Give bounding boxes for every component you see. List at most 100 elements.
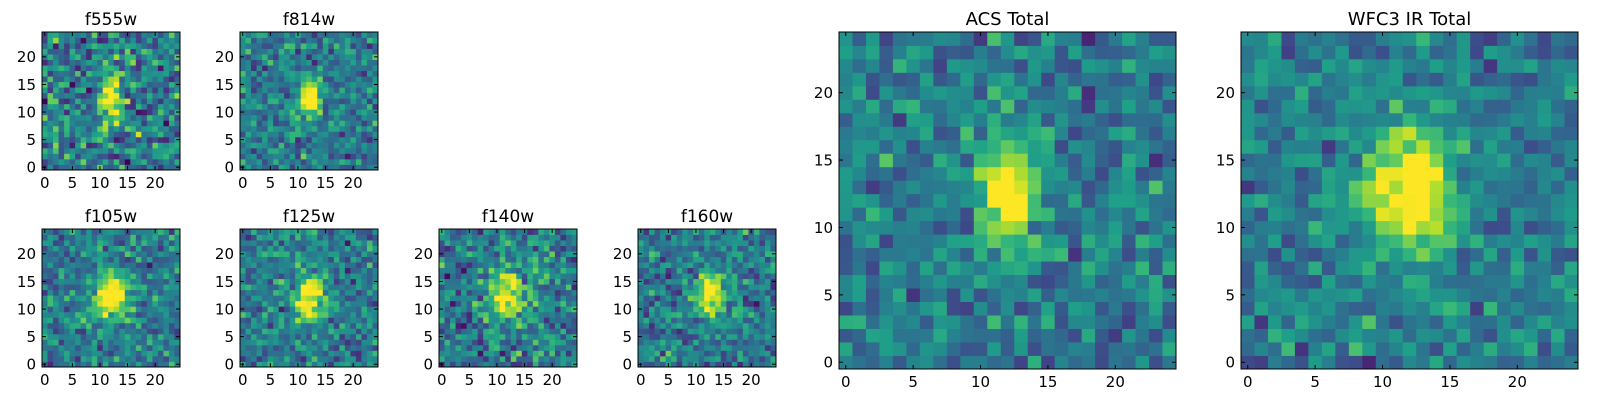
heatmap-cell	[704, 240, 711, 246]
heatmap-cell	[1135, 180, 1150, 195]
heatmap-cell	[1014, 45, 1029, 60]
heatmap-cell	[1564, 274, 1579, 289]
heatmap-cell	[1497, 180, 1511, 195]
heatmap-cell	[742, 311, 749, 318]
heatmap-cell	[1135, 126, 1150, 141]
heatmap-cell	[86, 317, 93, 324]
heatmap-cell	[168, 70, 175, 77]
heatmap-cell	[516, 256, 523, 263]
heatmap-cell	[879, 328, 894, 343]
heatmap-cell	[262, 344, 268, 351]
heatmap-cell	[69, 125, 76, 132]
heatmap-cell	[273, 125, 280, 132]
heatmap-cell	[108, 59, 115, 66]
heatmap-cell	[1149, 207, 1163, 222]
heatmap-cell	[510, 350, 517, 357]
heatmap-cell	[439, 322, 445, 329]
heatmap-cell	[919, 166, 934, 181]
heatmap-cell	[1564, 207, 1579, 222]
heatmap-cell	[108, 164, 115, 171]
heatmap-cell	[726, 284, 733, 291]
heatmap-cell	[510, 278, 517, 285]
heatmap-cell	[461, 311, 467, 318]
heatmap-cell	[344, 120, 351, 127]
heatmap-cell	[256, 251, 263, 257]
heatmap-cell	[906, 112, 921, 127]
heatmap-cell	[1497, 220, 1511, 235]
heatmap-cell	[1122, 153, 1136, 168]
heatmap-cell	[91, 92, 98, 99]
heatmap-cell	[284, 120, 291, 127]
heatmap-cell	[289, 76, 296, 83]
heatmap-cell	[130, 229, 137, 235]
heatmap-cell	[852, 220, 867, 235]
heatmap-cell	[333, 76, 340, 83]
y-tick-label: 20	[814, 84, 833, 102]
heatmap-cell	[439, 234, 445, 241]
heatmap-cell	[53, 256, 59, 263]
heatmap-cell	[1456, 180, 1471, 195]
heatmap-cell	[333, 300, 340, 307]
heatmap-cell	[748, 262, 755, 269]
heatmap-cell	[262, 278, 268, 285]
heatmap-cell	[693, 289, 700, 296]
heatmap-cell	[174, 344, 181, 351]
heatmap-cell	[505, 295, 512, 302]
heatmap-cell	[643, 322, 650, 329]
heatmap-cell	[317, 109, 324, 116]
heatmap-cell	[141, 333, 148, 340]
heatmap-cell	[47, 245, 54, 252]
heatmap-cell	[141, 322, 148, 329]
heatmap-cell	[130, 267, 137, 274]
heatmap-cell	[1241, 234, 1255, 249]
heatmap-cell	[361, 344, 368, 351]
heatmap-cell	[113, 344, 120, 351]
heatmap-cell	[372, 300, 379, 307]
heatmap-cell	[1281, 234, 1296, 249]
heatmap-cell	[543, 350, 550, 357]
heatmap-cell	[1564, 288, 1579, 302]
heatmap-cell	[295, 114, 302, 121]
heatmap-cell	[124, 328, 131, 335]
heatmap-cell	[91, 295, 98, 302]
heatmap-cell	[973, 139, 988, 154]
heatmap-cell	[1416, 193, 1431, 208]
heatmap-cell	[709, 240, 716, 246]
heatmap-cell	[80, 262, 87, 269]
heatmap-cell	[455, 278, 462, 285]
heatmap-cell	[366, 158, 373, 165]
heatmap-cell	[372, 158, 379, 165]
heatmap-cell	[295, 355, 302, 362]
heatmap-cell	[152, 131, 159, 138]
heatmap-cell	[174, 256, 181, 263]
heatmap-cell	[135, 54, 142, 60]
heatmap-cell	[251, 311, 257, 318]
heatmap-cell	[494, 300, 501, 307]
heatmap-cell	[366, 317, 373, 324]
heatmap-cell	[113, 48, 120, 55]
heatmap-cell	[267, 311, 274, 318]
heatmap-cell	[273, 262, 280, 269]
heatmap-cell	[256, 114, 263, 121]
heatmap-cell	[256, 59, 263, 66]
heatmap-cell	[251, 328, 257, 335]
heatmap-cell	[852, 342, 867, 356]
heatmap-cell	[124, 256, 131, 263]
y-tick-label: 20	[17, 48, 36, 66]
heatmap-cell	[676, 284, 683, 291]
heatmap-cell	[344, 273, 351, 280]
heatmap-cell	[1054, 207, 1069, 222]
heatmap-cell	[108, 153, 115, 160]
heatmap-cell	[372, 87, 379, 94]
heatmap-cell	[163, 158, 170, 165]
heatmap-cell	[119, 131, 126, 138]
heatmap-cell	[311, 59, 318, 66]
heatmap-cell	[289, 306, 296, 313]
heatmap-cell	[973, 45, 988, 60]
heatmap-cell	[361, 103, 368, 110]
heatmap-cell	[687, 328, 694, 335]
heatmap-cell	[295, 311, 302, 318]
heatmap-cell	[333, 109, 340, 116]
heatmap-cell	[671, 262, 678, 269]
heatmap-cell	[333, 114, 340, 121]
